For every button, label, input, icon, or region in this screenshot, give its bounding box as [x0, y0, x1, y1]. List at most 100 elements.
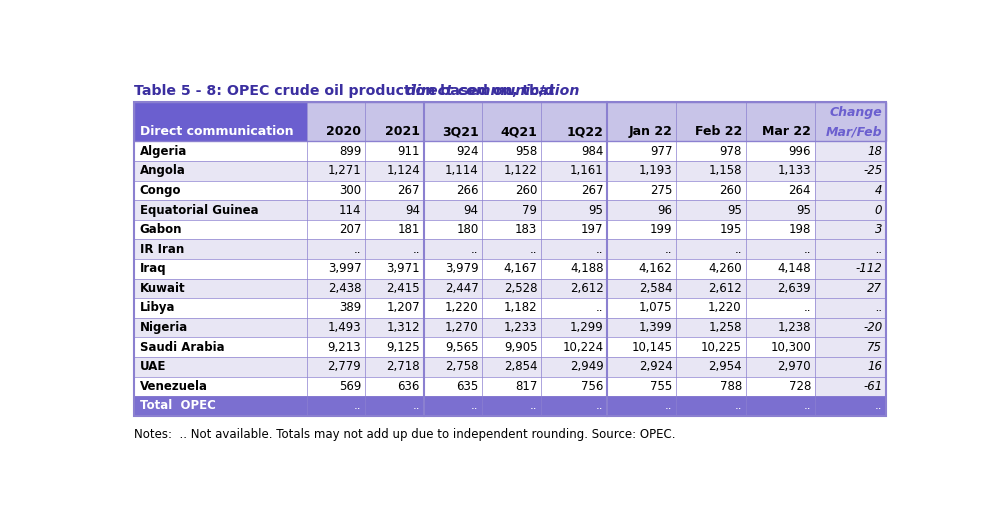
Text: ..: ..: [471, 243, 478, 256]
Text: ..: ..: [734, 400, 742, 412]
Text: Saudi Arabia: Saudi Arabia: [139, 341, 225, 354]
Text: 755: 755: [650, 380, 672, 393]
Bar: [482, 357, 541, 377]
Bar: [676, 181, 745, 200]
Bar: [676, 337, 745, 357]
Bar: [423, 122, 482, 142]
Bar: [814, 142, 886, 161]
Text: 2,612: 2,612: [708, 282, 742, 295]
Text: 94: 94: [405, 204, 419, 216]
Text: Congo: Congo: [139, 184, 181, 197]
Text: 9,905: 9,905: [503, 341, 537, 354]
Text: 1,124: 1,124: [386, 164, 419, 177]
Text: Venezuela: Venezuela: [139, 380, 208, 393]
Text: 1,193: 1,193: [638, 164, 672, 177]
Bar: [676, 200, 745, 220]
Bar: [365, 278, 423, 298]
Bar: [541, 181, 606, 200]
Bar: [745, 377, 814, 396]
Text: 978: 978: [719, 145, 742, 158]
Text: 1,220: 1,220: [708, 301, 742, 315]
Bar: [365, 357, 423, 377]
Bar: [541, 396, 606, 416]
Text: 2,970: 2,970: [776, 360, 810, 373]
Bar: [745, 239, 814, 259]
Bar: [606, 161, 676, 181]
Bar: [423, 259, 482, 278]
Bar: [541, 161, 606, 181]
Bar: [606, 396, 676, 416]
Bar: [365, 122, 423, 142]
Text: UAE: UAE: [139, 360, 166, 373]
Text: 207: 207: [339, 223, 361, 236]
Text: 2,639: 2,639: [776, 282, 810, 295]
Bar: [133, 318, 306, 337]
Text: ..: ..: [529, 243, 537, 256]
Bar: [606, 102, 676, 122]
Bar: [306, 122, 365, 142]
Bar: [606, 377, 676, 396]
Text: ..: ..: [354, 400, 361, 412]
Text: 788: 788: [719, 380, 742, 393]
Text: 2,949: 2,949: [570, 360, 602, 373]
Bar: [423, 337, 482, 357]
Text: 958: 958: [515, 145, 537, 158]
Text: 95: 95: [727, 204, 742, 216]
Bar: [745, 161, 814, 181]
Bar: [365, 239, 423, 259]
Bar: [133, 220, 306, 239]
Bar: [745, 298, 814, 318]
Bar: [814, 102, 886, 122]
Bar: [365, 200, 423, 220]
Bar: [423, 298, 482, 318]
Bar: [814, 298, 886, 318]
Bar: [541, 122, 606, 142]
Text: 198: 198: [788, 223, 810, 236]
Text: 1,399: 1,399: [638, 321, 672, 334]
Text: Direct communication: Direct communication: [139, 125, 293, 138]
Bar: [676, 396, 745, 416]
Bar: [482, 181, 541, 200]
Bar: [676, 357, 745, 377]
Text: Angola: Angola: [139, 164, 186, 177]
Bar: [676, 377, 745, 396]
Text: 2,779: 2,779: [327, 360, 361, 373]
Text: 9,125: 9,125: [386, 341, 419, 354]
Bar: [676, 259, 745, 278]
Text: 1,133: 1,133: [776, 164, 810, 177]
Bar: [423, 220, 482, 239]
Text: 899: 899: [339, 145, 361, 158]
Text: 2,954: 2,954: [708, 360, 742, 373]
Bar: [814, 122, 886, 142]
Bar: [482, 259, 541, 278]
Bar: [814, 200, 886, 220]
Text: 0: 0: [874, 204, 882, 216]
Text: 4,167: 4,167: [503, 262, 537, 275]
Text: 260: 260: [514, 184, 537, 197]
Bar: [606, 142, 676, 161]
Text: 300: 300: [339, 184, 361, 197]
Text: 3: 3: [874, 223, 882, 236]
Text: 199: 199: [649, 223, 672, 236]
Text: Mar/Feb: Mar/Feb: [825, 125, 882, 138]
Text: Mar 22: Mar 22: [761, 125, 810, 138]
Bar: [541, 278, 606, 298]
Bar: [745, 278, 814, 298]
Bar: [541, 239, 606, 259]
Text: 10,224: 10,224: [562, 341, 602, 354]
Bar: [745, 200, 814, 220]
Text: Nigeria: Nigeria: [139, 321, 188, 334]
Bar: [365, 259, 423, 278]
Text: 3Q21: 3Q21: [441, 125, 478, 138]
Bar: [606, 200, 676, 220]
Bar: [306, 357, 365, 377]
Bar: [814, 377, 886, 396]
Text: 9,213: 9,213: [327, 341, 361, 354]
Text: 10,300: 10,300: [769, 341, 810, 354]
Bar: [306, 102, 365, 122]
Text: 79: 79: [522, 204, 537, 216]
Text: 2,612: 2,612: [570, 282, 602, 295]
Bar: [365, 142, 423, 161]
Text: 635: 635: [456, 380, 478, 393]
Text: 1,122: 1,122: [503, 164, 537, 177]
